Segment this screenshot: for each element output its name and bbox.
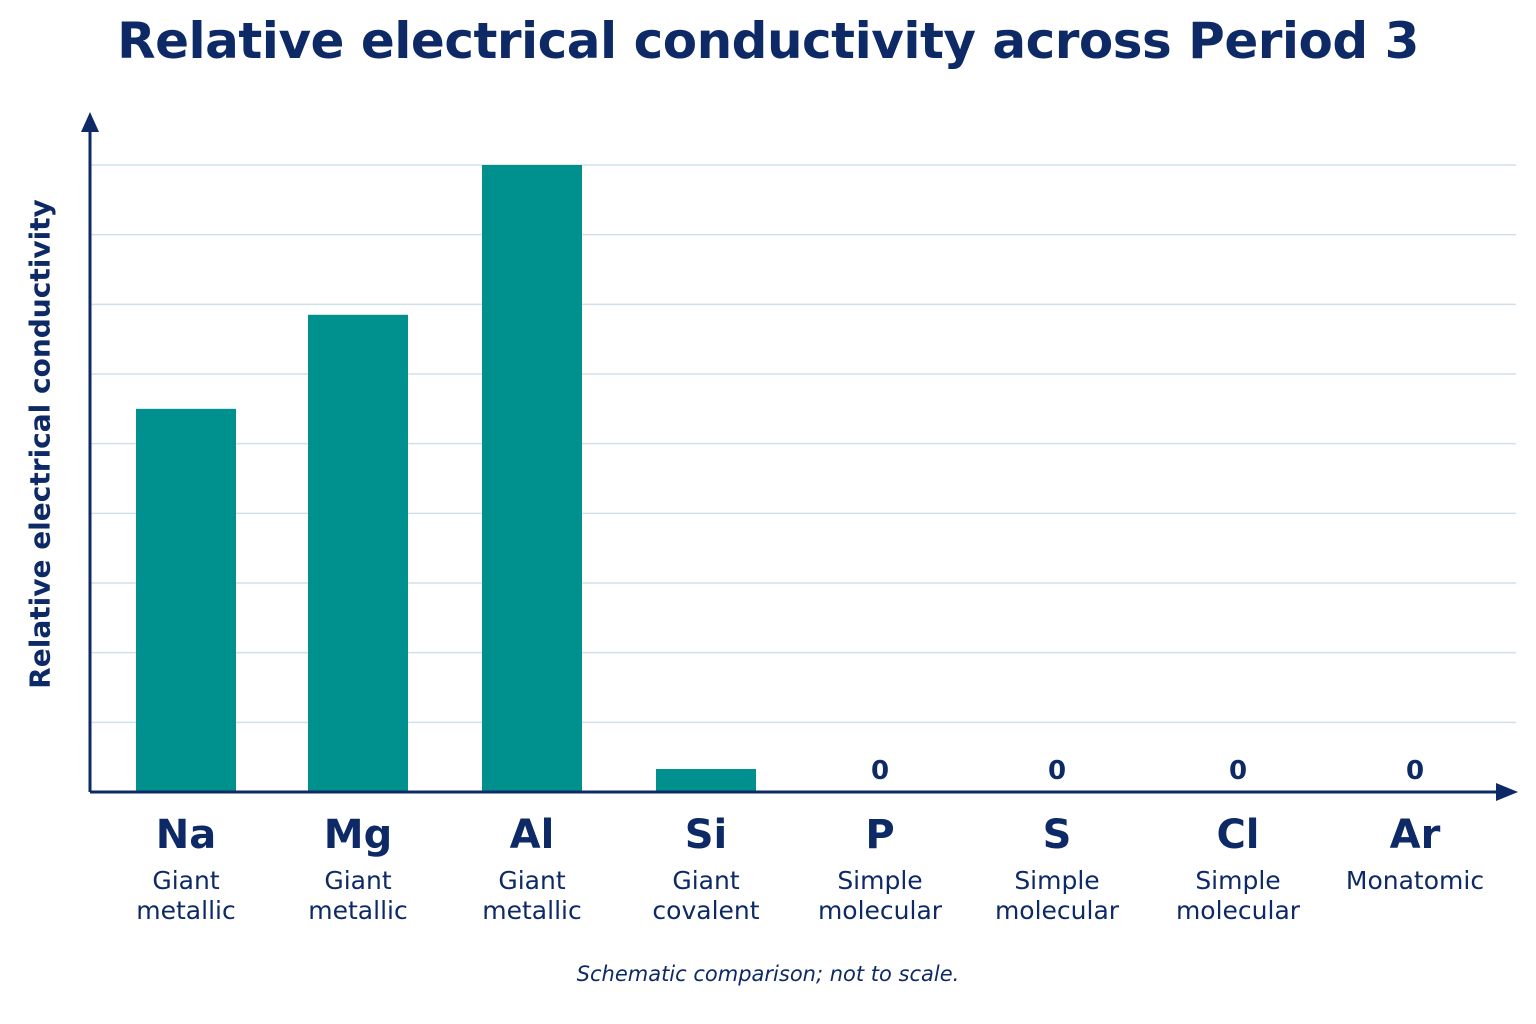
category-label-mg: Mg bbox=[324, 812, 392, 858]
gridlines bbox=[90, 164, 1516, 724]
structure-label-si: covalent bbox=[652, 896, 759, 925]
structure-label-mg: Giant bbox=[324, 866, 391, 895]
structure-label-si: Giant bbox=[672, 866, 739, 895]
category-label-cl: Cl bbox=[1216, 812, 1259, 858]
structure-label-al: metallic bbox=[482, 896, 581, 925]
axes bbox=[81, 112, 1518, 801]
category-label-na: Na bbox=[156, 812, 216, 858]
y-axis-arrow bbox=[81, 112, 99, 132]
bars: 0 0 0 0 bbox=[136, 165, 1424, 792]
structure-label-mg: metallic bbox=[308, 896, 407, 925]
data-label-cl: 0 bbox=[1229, 756, 1247, 786]
structure-label-cl: Simple bbox=[1195, 866, 1280, 895]
chart-note: Schematic comparison; not to scale. bbox=[576, 962, 960, 986]
structure-label-s: Simple bbox=[1014, 866, 1099, 895]
category-labels: NaGiantmetallicMgGiantmetallicAlGiantmet… bbox=[136, 812, 1484, 925]
structure-label-s: molecular bbox=[995, 896, 1120, 925]
category-label-s: S bbox=[1043, 812, 1072, 858]
category-label-si: Si bbox=[685, 812, 728, 858]
bar-na bbox=[136, 408, 236, 792]
structure-label-na: Giant bbox=[152, 866, 219, 895]
data-label-s: 0 bbox=[1048, 756, 1066, 786]
bar-mg bbox=[308, 314, 408, 792]
structure-label-p: molecular bbox=[818, 896, 943, 925]
structure-label-na: metallic bbox=[136, 896, 235, 925]
bar-al bbox=[482, 165, 582, 792]
category-label-al: Al bbox=[510, 812, 555, 858]
category-label-p: P bbox=[865, 812, 894, 858]
category-label-ar: Ar bbox=[1390, 812, 1441, 858]
x-axis-arrow bbox=[1496, 783, 1518, 801]
structure-label-ar: Monatomic bbox=[1346, 866, 1484, 895]
data-label-ar: 0 bbox=[1406, 756, 1424, 786]
chart-title: Relative electrical conductivity across … bbox=[117, 12, 1419, 70]
structure-label-cl: molecular bbox=[1176, 896, 1301, 925]
bar-si bbox=[656, 769, 756, 792]
structure-label-p: Simple bbox=[837, 866, 922, 895]
structure-label-al: Giant bbox=[498, 866, 565, 895]
data-label-p: 0 bbox=[871, 756, 889, 786]
